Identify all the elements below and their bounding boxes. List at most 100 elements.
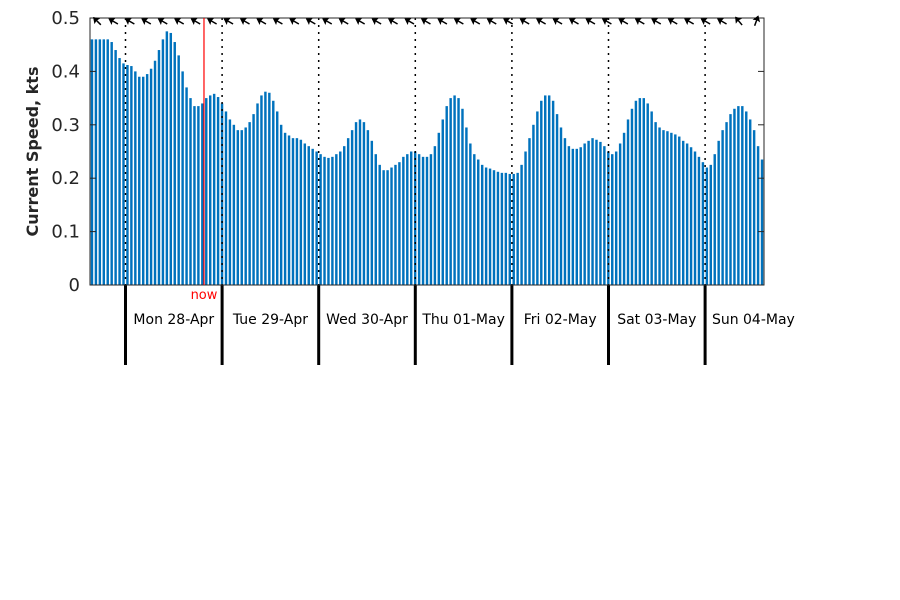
bar (674, 134, 677, 285)
bar (457, 98, 460, 285)
bar (504, 172, 508, 285)
bar (260, 95, 263, 286)
bar (236, 130, 240, 285)
bar (717, 140, 720, 285)
bar (520, 164, 523, 285)
direction-arrow (272, 18, 283, 25)
bar (429, 154, 433, 285)
direction-arrow (651, 18, 662, 25)
bar (208, 95, 212, 286)
bar (670, 132, 673, 285)
bar (595, 139, 598, 285)
bar (480, 164, 484, 285)
axes (89, 17, 765, 286)
bar (579, 147, 582, 285)
direction-arrow (157, 18, 168, 25)
bar (737, 106, 740, 285)
y-tick-label: 0.1 (51, 222, 80, 243)
bar (122, 63, 125, 285)
bar (488, 168, 492, 285)
direction-arrow (322, 18, 333, 25)
bar (378, 164, 381, 285)
y-tick-label: 0.4 (51, 61, 80, 82)
bar (437, 132, 441, 285)
bar (295, 138, 299, 285)
direction-arrow (519, 18, 530, 25)
bar (197, 106, 200, 285)
bar (555, 114, 559, 286)
direction-arrow (618, 18, 629, 25)
bar (646, 103, 649, 285)
bar (689, 147, 693, 285)
bar (532, 124, 535, 285)
direction-arrow (601, 18, 612, 25)
bar (662, 130, 665, 285)
y-axis-ticks: 0 0.1 0.2 0.3 0.4 0.5 (51, 8, 764, 296)
bar (705, 167, 709, 285)
bar (126, 64, 129, 286)
bar (205, 98, 208, 285)
direction-arrow (289, 18, 300, 25)
bar (461, 108, 464, 285)
bar (733, 108, 736, 285)
y-axis-label: Current Speed, kts (23, 67, 42, 237)
bar (98, 39, 102, 285)
bar (331, 156, 334, 285)
bar (681, 140, 685, 285)
direction-arrow (700, 18, 711, 25)
bar (362, 122, 366, 285)
bar (307, 146, 310, 285)
bar (445, 106, 448, 285)
bar (256, 103, 259, 285)
bar (469, 143, 472, 285)
bar (402, 156, 405, 285)
direction-arrow (371, 18, 382, 25)
bar (658, 127, 661, 285)
direction-arrow (735, 16, 743, 26)
bar (138, 76, 141, 286)
bar (729, 114, 732, 286)
bar (185, 87, 188, 285)
direction-arrow (503, 18, 514, 25)
bar (354, 122, 358, 285)
bar (441, 119, 444, 286)
bar (173, 42, 176, 285)
bar (244, 127, 247, 285)
bar (721, 130, 724, 285)
bar (350, 130, 354, 285)
bar (276, 111, 279, 285)
bar (500, 172, 504, 285)
bar (559, 127, 563, 285)
bar (149, 68, 153, 285)
bar (599, 141, 602, 285)
direction-arrow (108, 18, 119, 25)
bar (343, 146, 346, 285)
direction-arrow (256, 18, 267, 25)
bar (287, 135, 291, 285)
bar (425, 156, 429, 285)
bar (536, 111, 539, 285)
bar (311, 148, 314, 285)
day-separators (124, 18, 707, 365)
bar (492, 170, 496, 285)
direction-arrow (585, 18, 596, 25)
direction-arrow (684, 18, 695, 25)
direction-arrow (752, 15, 761, 27)
y-tick-label: 0 (69, 275, 80, 296)
bar (642, 98, 645, 285)
bar (547, 95, 551, 286)
bar (607, 151, 610, 285)
bar (583, 143, 586, 285)
bar (252, 114, 255, 286)
direction-arrow (174, 18, 185, 25)
bar (614, 151, 618, 285)
bar (358, 119, 362, 286)
bar (279, 124, 283, 285)
bar (701, 162, 705, 285)
bar (571, 148, 575, 285)
bar (272, 100, 275, 286)
bar (508, 173, 511, 285)
direction-arrow (141, 18, 152, 25)
direction-arrow (667, 18, 678, 25)
bar (157, 50, 161, 285)
